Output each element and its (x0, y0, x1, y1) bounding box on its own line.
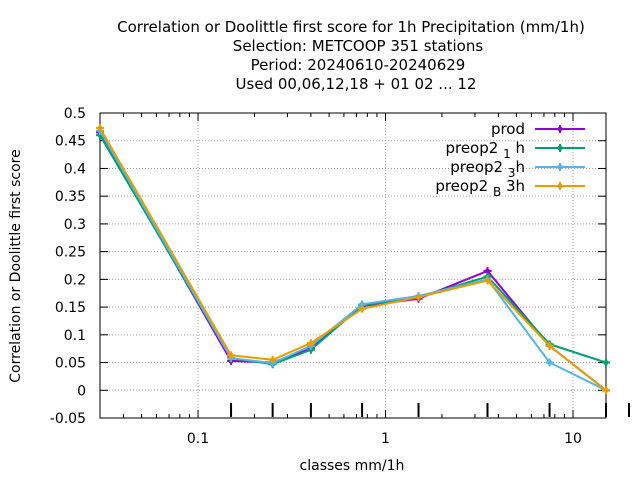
x-axis-label: classes mm/1h (300, 458, 405, 474)
grid (100, 113, 606, 418)
axes (99, 112, 607, 419)
legend-label-2: preop2 3h (450, 158, 525, 180)
series-line-1 (99, 134, 607, 366)
x-tick-label-0: 0.1 (187, 431, 209, 447)
legend-label-3: preop2 B 3h (435, 177, 525, 199)
point-dot-3-1 (228, 352, 234, 358)
y-tick-label-9: 0.4 (64, 161, 86, 177)
point-dot-0-6 (485, 268, 491, 274)
title-line-3: Period: 20240610-20240629 (251, 56, 466, 74)
series-layer (96, 123, 610, 395)
x-axis-ticks: 0.1 1 10 (99, 113, 630, 447)
legend-marker-dot-1 (557, 145, 563, 151)
legend-entry-1: preop2 1 h (445, 139, 585, 161)
point-dot-3-8 (603, 387, 609, 393)
point-dot-3-0 (97, 125, 103, 131)
x-tick-label-2: 10 (564, 431, 582, 447)
point-dot-3-4 (359, 306, 365, 312)
legend-entry-3: preop2 B 3h (435, 177, 585, 199)
series-line-3 (99, 127, 607, 392)
legend-entry-2: preop2 3h (450, 158, 585, 180)
y-tick-label-11: 0.5 (64, 106, 86, 122)
y-tick-label-6: 0.25 (55, 245, 86, 261)
series-3 (96, 123, 610, 395)
title-line-1: Correlation or Doolittle first score for… (117, 18, 585, 36)
y-tick-label-0: -0.05 (50, 411, 86, 427)
y-tick-label-4: 0.15 (55, 300, 86, 316)
title-line-4: Used 00,06,12,18 + 01 02 ... 12 (236, 75, 477, 93)
point-dot-2-7 (547, 360, 553, 366)
point-dot-3-3 (308, 340, 314, 346)
point-dot-3-2 (270, 357, 276, 363)
legend-marker-dot-0 (557, 126, 563, 132)
legend-entry-0: prod (491, 120, 585, 138)
point-dot-3-5 (416, 294, 422, 300)
y-axis-label: Correlation or Doolittle first score (8, 149, 24, 382)
point-dot-3-6 (485, 277, 491, 283)
y-tick-label-2: 0.05 (55, 356, 86, 372)
y-tick-label-8: 0.35 (55, 189, 86, 205)
y-axis-ticks: -0.05 0 0.05 0.1 0.15 0.2 0.25 0.3 0.35 0.4 0.45 0.… (50, 106, 606, 427)
point-dot-3-7 (547, 343, 553, 349)
y-tick-label-3: 0.1 (64, 328, 86, 344)
point-dot-1-8 (603, 360, 609, 366)
y-tick-label-7: 0.3 (64, 217, 86, 233)
y-tick-label-5: 0.2 (64, 272, 86, 288)
legend-label-1: preop2 1 h (445, 139, 525, 161)
y-tick-label-10: 0.45 (55, 134, 86, 150)
x-tick-label-1: 1 (381, 431, 390, 447)
plot-border (99, 112, 607, 419)
legend-marker-dot-3 (557, 183, 563, 189)
title-line-2: Selection: METCOOP 351 stations (233, 37, 484, 55)
legend-marker-dot-2 (557, 164, 563, 170)
legend-label-0: prod (491, 120, 525, 138)
chart-title: Correlation or Doolittle first score for… (117, 18, 585, 93)
y-tick-label-1: 0 (77, 383, 86, 399)
point-dot-2-4 (359, 301, 365, 307)
series-1 (96, 131, 610, 369)
